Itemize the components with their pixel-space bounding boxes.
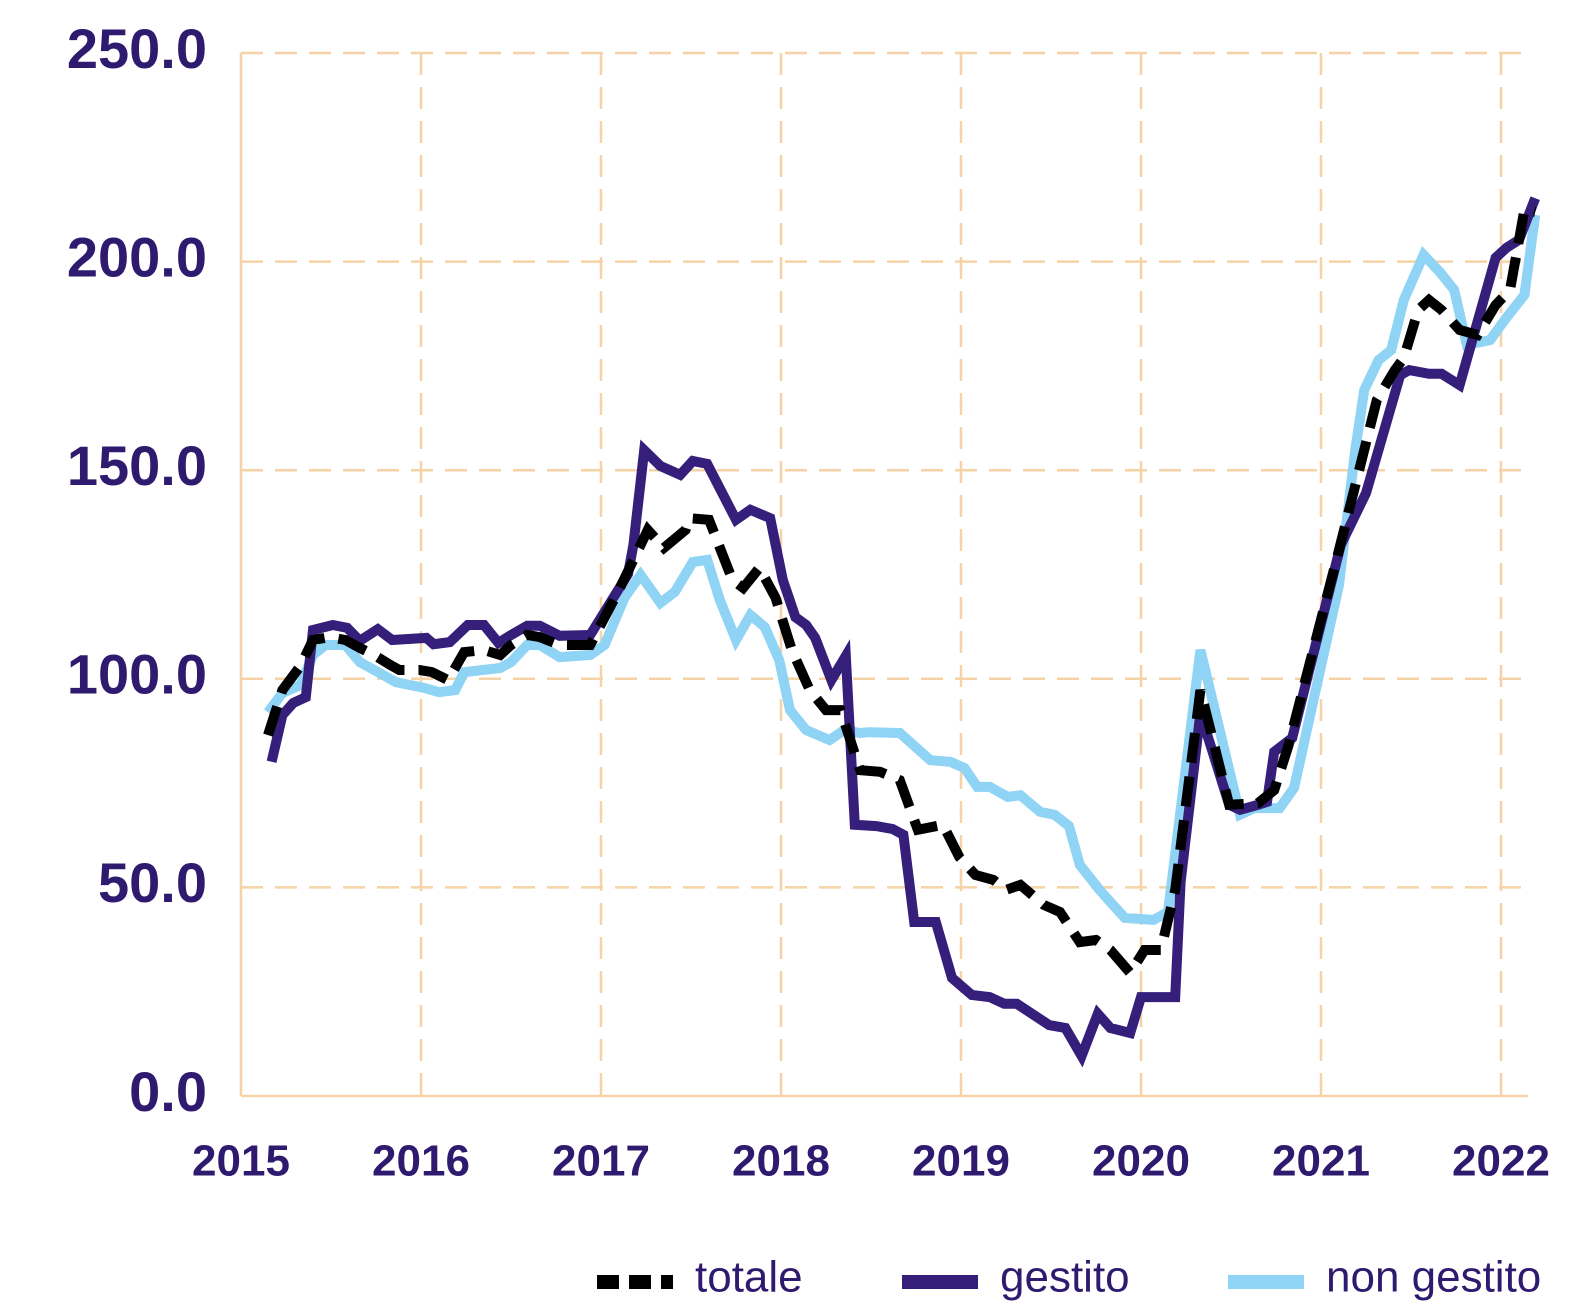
- legend-label: gestito: [1000, 1253, 1130, 1302]
- x-tick-label: 2017: [552, 1137, 650, 1186]
- y-tick-label: 200.0: [67, 225, 207, 288]
- x-tick-label: 2022: [1452, 1137, 1550, 1186]
- y-tick-label: 100.0: [67, 643, 207, 706]
- series-line: [263, 204, 1537, 982]
- x-tick-label: 2021: [1272, 1137, 1370, 1186]
- legend-label: totale: [695, 1253, 803, 1302]
- x-tick-label: 2019: [912, 1137, 1010, 1186]
- x-tick-label: 2016: [372, 1137, 470, 1186]
- series-line: [266, 196, 1540, 1068]
- series-line: [264, 214, 1541, 925]
- x-tick-label: 2020: [1092, 1137, 1190, 1186]
- y-tick-label: 50.0: [98, 851, 207, 914]
- legend-label: non gestito: [1326, 1253, 1541, 1302]
- y-tick-label: 0.0: [129, 1060, 207, 1123]
- y-tick-label: 250.0: [67, 17, 207, 80]
- y-tick-label: 150.0: [67, 434, 207, 497]
- x-tick-label: 2015: [192, 1137, 290, 1186]
- x-tick-label: 2018: [732, 1137, 830, 1186]
